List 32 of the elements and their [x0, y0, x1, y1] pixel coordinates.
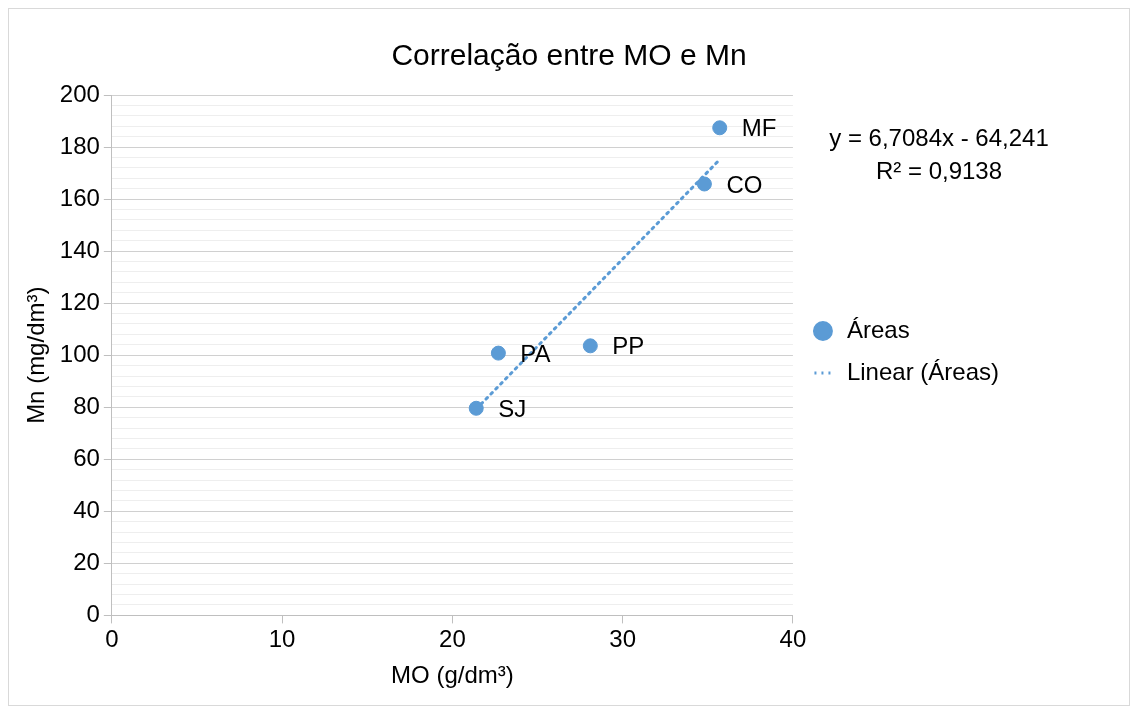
y-tick-label: 200: [59, 79, 100, 107]
legend-label: Áreas: [846, 315, 910, 343]
legend-label: Linear (Áreas): [846, 357, 999, 385]
point: [712, 120, 728, 136]
y-tick-label: 180: [59, 131, 100, 159]
y-tick-label: 0: [86, 600, 100, 628]
x-tick-label: 30: [609, 625, 637, 653]
y-tick-label: 40: [73, 495, 100, 523]
y-tick-label: 100: [59, 339, 100, 367]
point: [582, 338, 598, 354]
y-tick-label: 60: [73, 443, 100, 471]
annotation: PA: [520, 339, 551, 367]
chart-title: Correlação entre MO e Mn: [391, 38, 747, 72]
y-axis-title: Mn (mg/dm³): [22, 286, 50, 424]
y-tick-label: 160: [59, 183, 100, 211]
annotation: MF: [741, 114, 777, 142]
y-tick-label: 120: [59, 287, 100, 315]
y-tick-label: 80: [73, 391, 100, 419]
annotation: CO: [726, 170, 763, 198]
x-tick-label: 40: [779, 625, 807, 653]
point: [490, 345, 506, 361]
y-tick-label: 20: [73, 547, 100, 575]
annotation: SJ: [498, 394, 527, 422]
y-tick-label: 140: [59, 235, 100, 263]
annotation: PP: [612, 332, 645, 360]
x-tick-label: 10: [268, 625, 296, 653]
text: y = 6,7084x - 64,241 R² = 0,9138: [829, 123, 1049, 184]
x-tick-label: 0: [105, 625, 119, 653]
x-tick-label: 20: [439, 625, 466, 653]
point: [696, 176, 712, 192]
x-axis-title: MO (g/dm³): [391, 661, 514, 689]
point: [468, 400, 484, 416]
